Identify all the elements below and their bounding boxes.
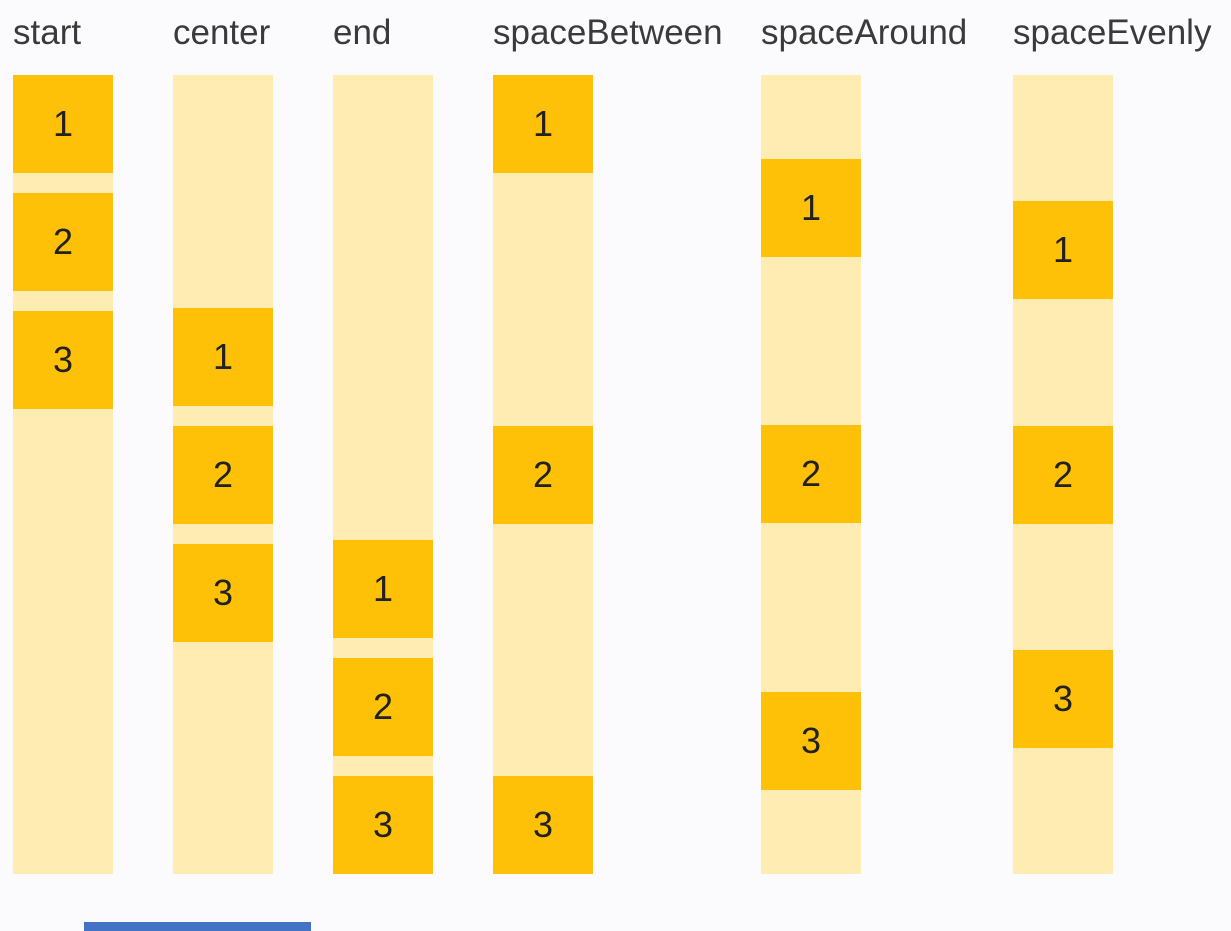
flex-item-box: 2	[333, 658, 433, 756]
flex-item-box: 3	[13, 311, 113, 409]
flex-item-number: 3	[52, 339, 74, 380]
flex-item-box: 2	[493, 425, 593, 524]
flex-item-number: 2	[1052, 453, 1074, 495]
alignment-track-space-around: 1 2 3	[761, 75, 861, 874]
flex-item-box: 3	[333, 776, 433, 874]
alignment-track-space-evenly: 1 2 3	[1013, 75, 1113, 874]
flex-item-number: 1	[372, 568, 394, 609]
flex-item-box: 2	[13, 193, 113, 291]
flex-item-box: 2	[761, 425, 861, 524]
flex-item-box: 1	[1013, 201, 1113, 300]
flex-item-box: 2	[1013, 425, 1113, 524]
flex-item-box: 3	[173, 543, 273, 642]
flex-item-box: 1	[13, 75, 113, 173]
flex-item-box: 3	[493, 776, 593, 874]
alignment-track-space-between: 1 2 3	[493, 75, 593, 874]
alignment-label-space-between: spaceBetween	[493, 13, 723, 52]
horizontal-scrollbar-thumb[interactable]	[84, 922, 311, 931]
flex-item-number: 2	[800, 453, 822, 495]
flex-item-number: 2	[52, 221, 74, 262]
flex-item-box: 1	[493, 75, 593, 173]
alignment-track-center: 1 2 3	[173, 75, 273, 874]
flex-item-box: 3	[1013, 649, 1113, 748]
alignment-label-center: center	[173, 13, 271, 52]
alignment-track-end: 1 2 3	[333, 75, 433, 874]
flex-item-number: 1	[800, 187, 822, 229]
alignment-track-start: 1 2 3	[13, 75, 113, 874]
alignment-demo-end: end 1 2 3	[333, 10, 433, 874]
alignment-label-space-around: spaceAround	[761, 13, 968, 52]
alignment-demo-start: start 1 2 3	[13, 10, 113, 874]
flex-item-number: 2	[372, 686, 394, 727]
alignment-label-start: start	[13, 13, 82, 52]
flex-item-number: 3	[212, 571, 234, 613]
flex-item-number: 2	[532, 453, 554, 495]
flex-item-number: 1	[1052, 229, 1074, 271]
flex-item-number: 1	[52, 103, 74, 144]
flex-item-number: 1	[212, 335, 234, 377]
alignment-demo-center: center 1 2 3	[173, 10, 273, 874]
flex-item-number: 3	[372, 804, 394, 845]
alignment-label-space-evenly: spaceEvenly	[1013, 13, 1212, 52]
alignment-demo-space-evenly: spaceEvenly 1 2 3	[1013, 10, 1212, 874]
flex-item-box: 1	[173, 307, 273, 406]
alignment-demo-row: start 1 2 3 center 1 2 3 end 1 2 3 spaceBetwee…	[13, 10, 1212, 874]
alignment-label-end: end	[333, 13, 392, 52]
alignment-demo-space-around: spaceAround 1 2 3	[761, 10, 968, 874]
flex-item-number: 3	[800, 719, 822, 761]
flex-item-number: 2	[212, 453, 234, 495]
flex-item-number: 3	[532, 804, 554, 845]
flex-item-box: 2	[173, 425, 273, 524]
flex-item-number: 1	[532, 103, 554, 144]
alignment-demo-space-between: spaceBetween 1 2 3	[493, 10, 723, 874]
flex-item-box: 3	[761, 691, 861, 790]
flex-item-number: 3	[1052, 677, 1074, 719]
flex-item-box: 1	[761, 159, 861, 258]
flex-item-box: 1	[333, 540, 433, 638]
